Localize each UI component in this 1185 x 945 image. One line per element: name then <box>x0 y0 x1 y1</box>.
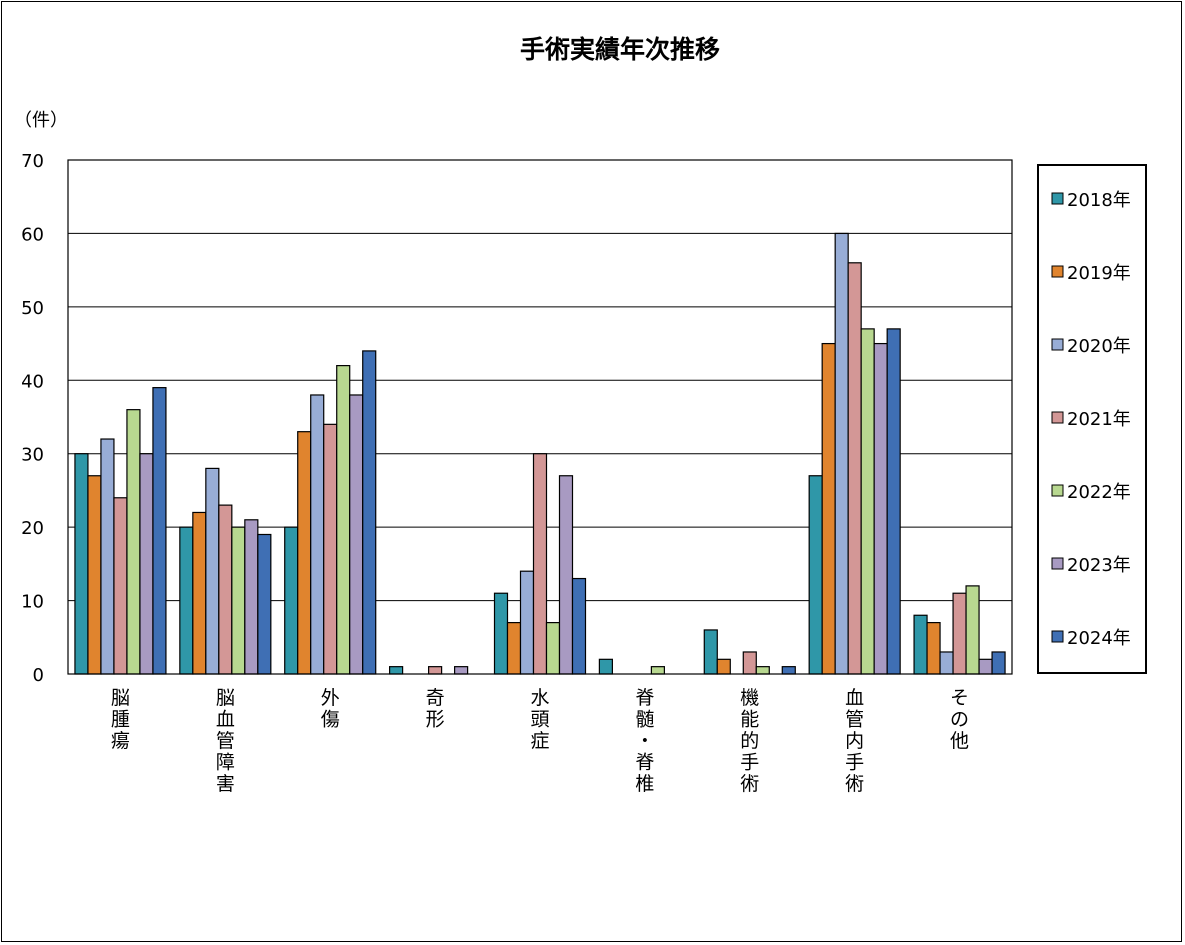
legend-swatch <box>1051 265 1064 278</box>
x-tick-label: 脳腫瘍 <box>111 687 130 752</box>
bar <box>454 666 469 675</box>
bar <box>336 365 351 675</box>
bar <box>126 409 141 675</box>
legend-swatch <box>1051 192 1064 205</box>
bar <box>781 666 796 675</box>
bar <box>808 475 823 675</box>
plot-area <box>67 159 1013 675</box>
bar <box>179 526 194 675</box>
bar <box>310 394 325 675</box>
bar <box>231 526 246 675</box>
bar <box>742 651 757 675</box>
x-tick-label: 外傷 <box>321 687 340 731</box>
bar <box>558 475 574 675</box>
legend-label: 2019年 <box>1067 263 1131 284</box>
legend-swatch <box>1051 557 1064 570</box>
y-axis-ticks: 0 10 20 30 40 50 60 70 <box>21 151 44 686</box>
legend-label: 2022年 <box>1067 482 1131 503</box>
bar <box>113 497 128 675</box>
legend: 2018年 2019年 2020年 2021年 2022年 2023年 2024年 <box>1037 164 1147 674</box>
legend-swatch <box>1051 338 1064 351</box>
bar <box>873 342 888 675</box>
bar <box>152 387 167 675</box>
bar <box>139 453 154 675</box>
x-tick-label: 脊髄・脊椎 <box>635 687 654 795</box>
legend-swatch <box>1051 411 1064 424</box>
y-tick-label: 30 <box>21 445 44 466</box>
chart-title: 手術実績年次推移 <box>520 35 720 64</box>
y-unit-label: （件） <box>14 110 68 131</box>
bar <box>716 658 731 675</box>
bar <box>939 651 954 675</box>
x-tick-label: 血管内手術 <box>845 687 864 795</box>
bar <box>205 467 220 675</box>
legend-label: 2020年 <box>1067 336 1131 357</box>
bars <box>74 232 1006 675</box>
legend-label: 2024年 <box>1067 628 1131 649</box>
bar <box>257 533 272 675</box>
bar <box>952 592 967 675</box>
bar <box>821 342 836 675</box>
bar <box>493 592 509 675</box>
bar <box>598 658 613 675</box>
bar <box>571 577 587 675</box>
x-tick-label: 奇形 <box>426 687 445 731</box>
x-tick-label: その他 <box>950 687 969 752</box>
legend-label: 2018年 <box>1067 190 1131 211</box>
bar <box>506 621 522 675</box>
bar <box>362 350 377 675</box>
bar <box>74 453 89 675</box>
y-tick-label: 40 <box>21 371 44 392</box>
bar <box>284 526 299 675</box>
x-axis-labels: 脳腫瘍 脳血管障害 外傷 奇形 水頭症 脊髄・脊椎 機能的手術 血管内手術 その他 <box>111 687 969 795</box>
bar <box>428 666 443 675</box>
bar <box>834 232 849 675</box>
bar <box>703 629 718 675</box>
x-tick-label: 脳血管障害 <box>216 687 235 795</box>
y-tick-label: 60 <box>21 224 44 245</box>
x-tick-label: 機能的手術 <box>740 687 759 795</box>
bar <box>297 431 312 675</box>
bar <box>519 570 535 675</box>
bar <box>991 651 1006 675</box>
bar <box>913 614 928 675</box>
bar <box>192 511 207 675</box>
bar <box>847 262 862 675</box>
legend-label: 2023年 <box>1067 555 1131 576</box>
x-tick-label: 水頭症 <box>530 687 549 752</box>
bar <box>244 519 259 675</box>
bar <box>965 585 980 675</box>
y-tick-label: 20 <box>21 518 44 539</box>
bar <box>926 621 941 675</box>
y-tick-label: 10 <box>21 592 44 613</box>
legend-box <box>1037 164 1147 674</box>
bar <box>532 453 548 675</box>
bar <box>389 666 404 675</box>
y-tick-label: 70 <box>21 151 44 172</box>
y-tick-label: 50 <box>21 298 44 319</box>
bar <box>323 423 338 675</box>
bar <box>860 328 875 675</box>
bar <box>755 666 770 675</box>
bar <box>100 438 115 675</box>
bar <box>218 504 233 675</box>
legend-swatch <box>1051 484 1064 497</box>
legend-label: 2021年 <box>1067 409 1131 430</box>
bar <box>545 621 561 675</box>
bar <box>886 328 901 675</box>
bar <box>978 658 993 675</box>
y-tick-label: 0 <box>33 665 44 686</box>
bar <box>87 475 102 675</box>
bar <box>349 394 364 675</box>
bar <box>650 666 665 675</box>
legend-swatch <box>1051 630 1064 643</box>
